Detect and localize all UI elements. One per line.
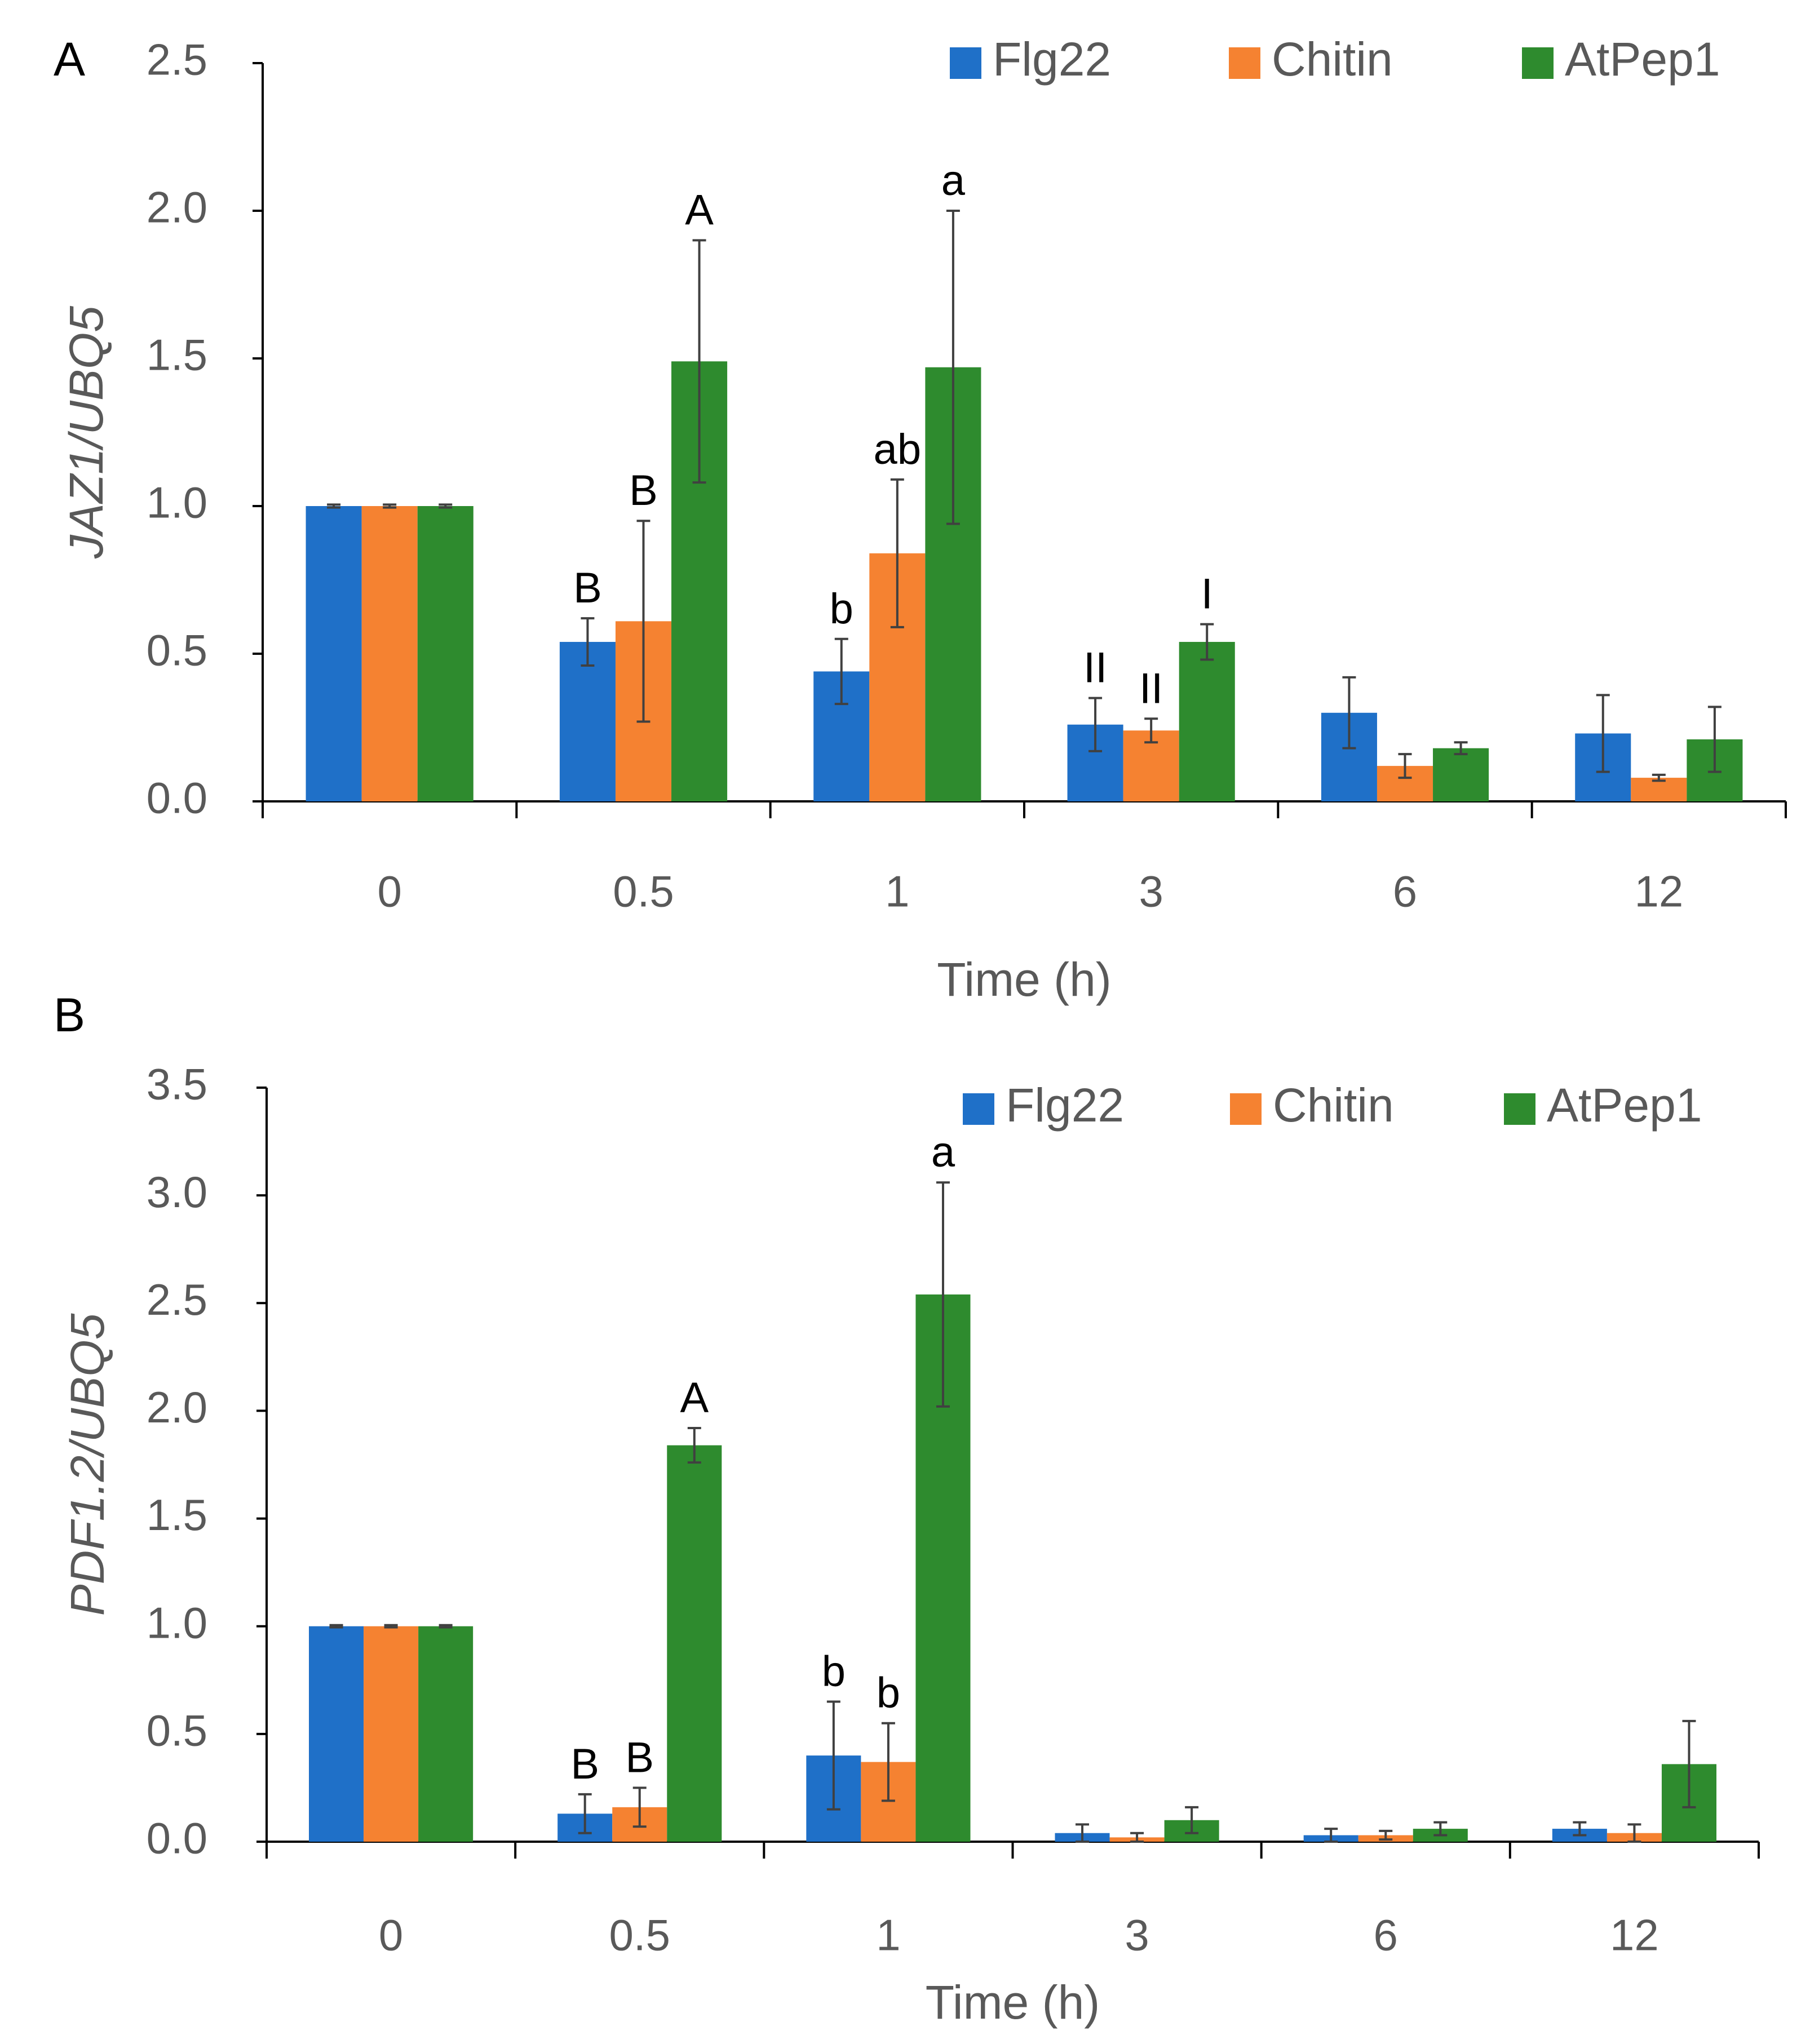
y-tick-label: 0.5 xyxy=(147,626,207,675)
x-tick-label: 6 xyxy=(1374,1910,1398,1960)
y-tick-label: 3.5 xyxy=(147,1059,207,1109)
significance-label: a xyxy=(931,1128,955,1176)
bar-flg22 xyxy=(306,506,362,801)
x-tick-label: 3 xyxy=(1139,867,1163,916)
y-tick-label: 0.5 xyxy=(147,1705,207,1755)
y-tick-label: 1.0 xyxy=(147,478,207,527)
legend-swatch-atpep1 xyxy=(1522,47,1554,79)
significance-label: b xyxy=(877,1669,900,1717)
legend-label-chitin: Chitin xyxy=(1272,33,1393,86)
x-tick-label: 3 xyxy=(1125,1910,1149,1960)
bar-atpep1 xyxy=(667,1445,722,1842)
legend-label-flg22: Flg22 xyxy=(993,33,1111,86)
legend-label-atpep1: AtPep1 xyxy=(1565,33,1720,86)
x-tick-label: 0 xyxy=(379,1910,403,1960)
bar-atpep1 xyxy=(418,1626,473,1842)
x-tick-label: 0.5 xyxy=(613,867,674,916)
chart-panel-b: B0.00.51.01.52.02.53.03.50 0.5 1 3 6 12B BAb ba… xyxy=(54,988,1760,2029)
legend-swatch-flg22 xyxy=(950,47,981,79)
bar-atpep1 xyxy=(417,506,473,801)
bar-atpep1 xyxy=(1433,748,1489,801)
y-tick-label: 2.5 xyxy=(147,1275,207,1324)
significance-label: b xyxy=(830,585,853,633)
legend-label-flg22: Flg22 xyxy=(1006,1079,1124,1132)
significance-label: B xyxy=(570,1740,599,1788)
y-tick-label: 0.0 xyxy=(147,773,207,823)
significance-label: ab xyxy=(874,425,922,473)
y-tick-label: 1.5 xyxy=(147,330,207,380)
y-tick-label: 1.0 xyxy=(147,1598,207,1647)
significance-label: B xyxy=(573,564,602,612)
x-tick-label: 1 xyxy=(885,867,909,916)
legend-swatch-chitin xyxy=(1229,47,1260,79)
significance-label: A xyxy=(685,186,714,234)
bar-chitin xyxy=(361,506,418,801)
significance-label: B xyxy=(629,467,658,515)
significance-label: a xyxy=(941,157,966,205)
significance-label: B xyxy=(625,1733,654,1781)
x-tick-label: 0 xyxy=(377,867,401,916)
bar-chitin xyxy=(364,1626,419,1842)
bar-flg22 xyxy=(308,1626,364,1842)
legend-swatch-chitin xyxy=(1230,1093,1262,1125)
significance-label: b xyxy=(822,1648,846,1696)
panel-label: B xyxy=(54,988,85,1041)
x-tick-label: 1 xyxy=(876,1910,900,1960)
x-axis-title: Time (h) xyxy=(926,1976,1100,2029)
legend-label-atpep1: AtPep1 xyxy=(1547,1079,1702,1132)
y-tick-label: 2.0 xyxy=(147,183,207,232)
significance-label: II xyxy=(1139,664,1163,712)
legend-label-chitin: Chitin xyxy=(1273,1079,1394,1132)
x-tick-label: 6 xyxy=(1393,867,1417,916)
x-tick-label: 12 xyxy=(1610,1910,1659,1960)
significance-label: II xyxy=(1083,644,1107,692)
x-tick-label: 12 xyxy=(1634,867,1683,916)
significance-label: A xyxy=(680,1374,709,1422)
y-axis-title: JAZ1/UBQ5 xyxy=(60,306,113,559)
x-axis-title: Time (h) xyxy=(937,953,1112,1006)
y-tick-label: 2.0 xyxy=(147,1382,207,1432)
y-tick-label: 2.5 xyxy=(147,35,207,85)
y-tick-label: 1.5 xyxy=(147,1490,207,1540)
panel-label: A xyxy=(54,33,85,86)
y-tick-label: 3.0 xyxy=(147,1167,207,1217)
legend-swatch-atpep1 xyxy=(1504,1093,1535,1125)
bar-flg22 xyxy=(559,642,616,801)
x-tick-label: 0.5 xyxy=(609,1910,670,1960)
legend-swatch-flg22 xyxy=(963,1093,994,1125)
significance-label: I xyxy=(1201,570,1213,618)
y-tick-label: 0.0 xyxy=(147,1814,207,1863)
y-axis-title: PDF1.2/UBQ5 xyxy=(61,1313,114,1616)
bar-atpep1 xyxy=(1179,642,1235,801)
